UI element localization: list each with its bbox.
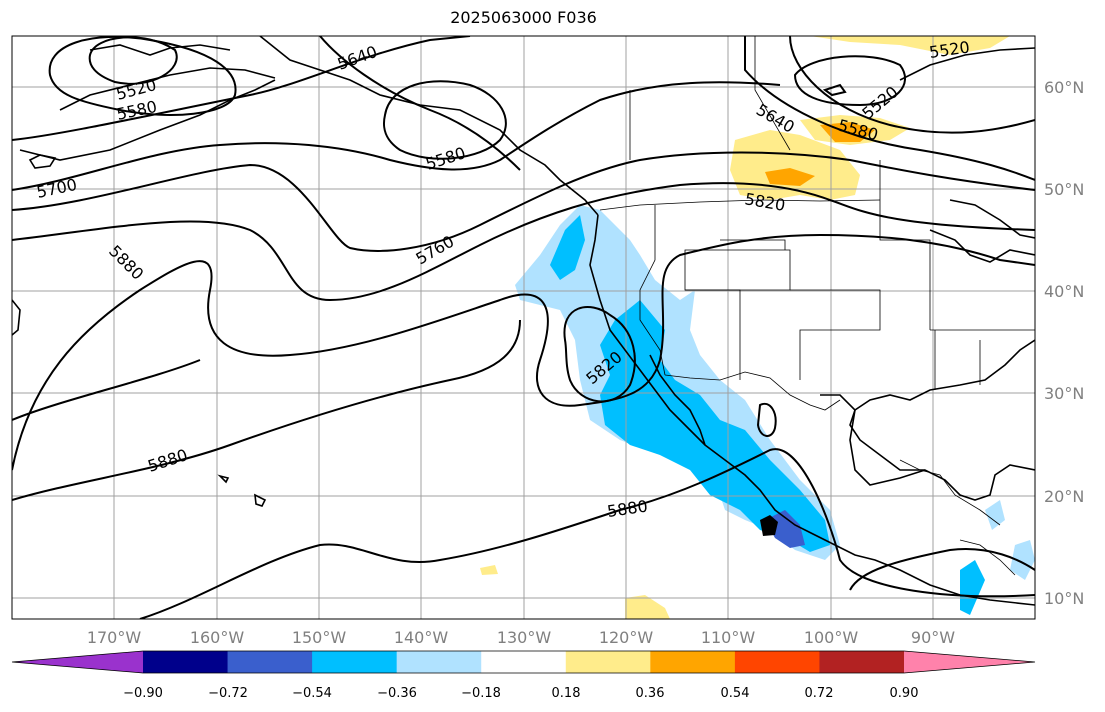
colorbar-segment	[227, 651, 313, 673]
colorbar-segments	[11, 650, 1036, 674]
map-canvas: 5520 5580 5640 5580 5700 5880 5760 5640 …	[12, 36, 1035, 619]
colorbar-segment	[12, 651, 143, 673]
colorbar-tick-label: 0.72	[805, 686, 834, 701]
lat-label: 10°N	[1044, 589, 1084, 608]
colorbar-tick-label: −0.90	[123, 686, 163, 701]
lon-label: 170°W	[87, 628, 142, 647]
colorbar-tick-label: −0.72	[208, 686, 248, 701]
colorbar-segment	[904, 651, 1035, 673]
height-contours	[12, 36, 1035, 619]
graticule	[12, 36, 1035, 619]
colorbar-segment	[143, 651, 229, 673]
shading-positive	[480, 36, 1010, 619]
plot-title: 2025063000 F036	[450, 8, 597, 27]
lon-label: 140°W	[394, 628, 449, 647]
lon-label: 110°W	[701, 628, 756, 647]
lon-label: 160°W	[190, 628, 245, 647]
lat-label: 60°N	[1044, 78, 1084, 97]
colorbar-tick-label: 0.36	[636, 686, 665, 701]
colorbar-segment	[565, 651, 651, 673]
colorbar-tick-label: −0.54	[292, 686, 332, 701]
colorbar-segment	[734, 651, 820, 673]
colorbar-segment	[819, 651, 905, 673]
shading-negative	[515, 205, 1035, 615]
colorbar-tick-labels: −0.90 −0.72 −0.54 −0.36 −0.18 0.18 0.36 …	[123, 686, 918, 701]
colorbar-segment	[650, 651, 736, 673]
longitude-labels: 170°W 160°W 150°W 140°W 130°W 120°W 110°…	[87, 628, 955, 647]
lat-label: 40°N	[1044, 282, 1084, 301]
colorbar-segment	[396, 651, 482, 673]
lat-label: 20°N	[1044, 487, 1084, 506]
colorbar-outline	[11, 650, 1036, 674]
lat-label: 50°N	[1044, 180, 1084, 199]
latitude-labels: 60°N 50°N 40°N 30°N 20°N 10°N	[1044, 78, 1084, 608]
map-frame	[11, 35, 1036, 620]
colorbar-segment	[481, 651, 567, 673]
colorbar: −0.90 −0.72 −0.54 −0.36 −0.18 0.18 0.36 …	[11, 650, 1036, 701]
colorbar-tick-label: 0.90	[890, 686, 919, 701]
political-borders	[599, 36, 1035, 576]
lon-label: 120°W	[599, 628, 654, 647]
colorbar-segment	[312, 651, 398, 673]
lat-label: 30°N	[1044, 384, 1084, 403]
colorbar-tick-label: 0.54	[721, 686, 750, 701]
colorbar-tick-label: 0.18	[552, 686, 581, 701]
colorbar-tick-label: −0.18	[461, 686, 501, 701]
lon-label: 130°W	[497, 628, 552, 647]
lon-label: 90°W	[911, 628, 955, 647]
lon-label: 100°W	[804, 628, 859, 647]
colorbar-tick-label: −0.36	[377, 686, 417, 701]
lon-label: 150°W	[292, 628, 347, 647]
coastlines	[12, 36, 1035, 606]
